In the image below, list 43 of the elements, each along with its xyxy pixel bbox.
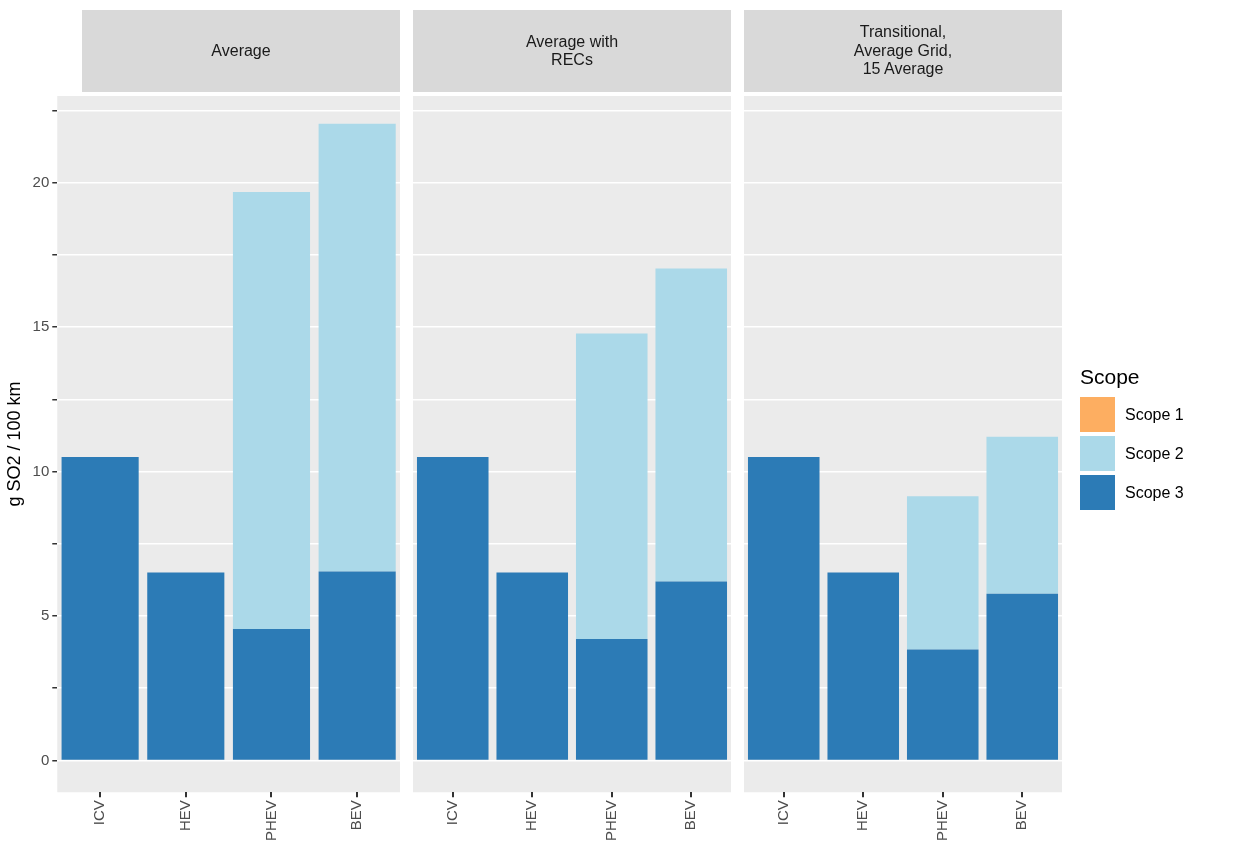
y-tick-label: 0 <box>40 750 50 768</box>
x-tick-label: HEV <box>175 800 193 831</box>
legend-label: Scope 3 <box>1125 483 1184 502</box>
bar <box>318 571 396 760</box>
y-axis-title: g SO2 / 100 km <box>3 381 24 507</box>
bar <box>906 496 979 650</box>
bar <box>747 457 820 760</box>
bar <box>416 457 489 760</box>
chart-title: Average <box>82 10 400 92</box>
x-tick-label: BEV <box>1012 800 1030 831</box>
bar <box>147 572 225 760</box>
bar <box>827 572 900 760</box>
bar <box>496 572 569 760</box>
bar <box>655 581 728 760</box>
y-tick-label: 15 <box>32 317 50 335</box>
y-tick-label: 10 <box>32 461 50 479</box>
legend-label: Scope 1 <box>1125 405 1184 424</box>
bar <box>986 593 1059 760</box>
bar <box>655 268 728 582</box>
x-tick-label: PHEV <box>932 800 950 842</box>
x-tick-label: HEV <box>853 800 871 831</box>
x-tick-label: BEV <box>347 800 365 831</box>
bar <box>232 628 311 760</box>
x-tick-label: ICV <box>90 800 108 826</box>
bar <box>318 123 396 572</box>
bar <box>232 191 311 629</box>
x-tick-label: BEV <box>681 800 699 831</box>
x-tick-label: ICV <box>442 800 460 826</box>
y-tick-label: 5 <box>40 606 50 624</box>
chart-title: Average with RECs <box>413 10 731 92</box>
x-tick-label: HEV <box>522 800 540 831</box>
x-tick-label: PHEV <box>261 800 279 842</box>
y-tick-label: 20 <box>32 172 50 190</box>
bar <box>986 436 1059 594</box>
legend-title: Scope <box>1080 365 1141 389</box>
x-tick-label: ICV <box>773 800 791 826</box>
legend-label: Scope 2 <box>1125 444 1184 463</box>
bar <box>575 333 648 640</box>
x-tick-label: PHEV <box>601 800 619 842</box>
bar <box>575 639 648 760</box>
bar <box>906 649 979 760</box>
bar <box>61 457 139 760</box>
chart-title: Transitional, Average Grid, 15 Average <box>744 10 1062 92</box>
